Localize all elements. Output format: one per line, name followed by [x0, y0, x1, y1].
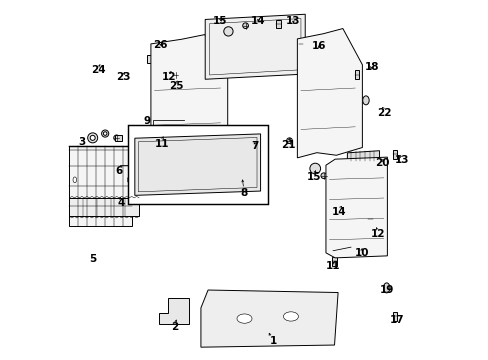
Text: 10: 10 — [354, 248, 368, 258]
Circle shape — [224, 27, 233, 36]
Polygon shape — [159, 298, 188, 324]
Bar — [332, 257, 336, 266]
Text: 12: 12 — [161, 72, 176, 82]
Circle shape — [90, 135, 95, 140]
Bar — [164, 133, 169, 141]
Text: 19: 19 — [380, 285, 394, 295]
Bar — [153, 55, 162, 63]
Ellipse shape — [383, 283, 389, 293]
Circle shape — [239, 167, 247, 176]
Text: 9: 9 — [143, 116, 151, 126]
Text: 21: 21 — [280, 140, 295, 150]
Ellipse shape — [237, 314, 251, 323]
Polygon shape — [201, 290, 337, 347]
Text: 1: 1 — [269, 336, 276, 346]
Bar — [249, 143, 253, 152]
Circle shape — [242, 23, 248, 28]
Text: 14: 14 — [331, 207, 346, 217]
Polygon shape — [162, 75, 182, 90]
Circle shape — [309, 163, 320, 174]
Ellipse shape — [127, 201, 131, 207]
Circle shape — [87, 133, 98, 143]
Ellipse shape — [127, 177, 131, 183]
Bar — [392, 312, 397, 321]
Bar — [354, 70, 358, 79]
Polygon shape — [346, 151, 379, 161]
Bar — [276, 19, 280, 28]
Text: 14: 14 — [250, 16, 265, 26]
Text: 12: 12 — [370, 229, 384, 239]
Polygon shape — [135, 134, 260, 195]
Ellipse shape — [73, 201, 77, 207]
Circle shape — [103, 132, 107, 135]
Ellipse shape — [283, 312, 298, 321]
Circle shape — [320, 173, 326, 179]
Text: 17: 17 — [389, 315, 404, 325]
Text: 15: 15 — [306, 172, 321, 182]
Text: 7: 7 — [251, 141, 258, 151]
Bar — [367, 214, 372, 223]
Text: 18: 18 — [365, 63, 379, 72]
Bar — [115, 135, 122, 141]
Text: 24: 24 — [91, 65, 106, 75]
Polygon shape — [205, 14, 305, 79]
Bar — [127, 125, 267, 204]
Ellipse shape — [362, 96, 368, 105]
Text: 5: 5 — [89, 253, 96, 264]
Circle shape — [114, 135, 119, 141]
Bar — [392, 150, 397, 158]
Text: 20: 20 — [374, 158, 388, 168]
Text: 13: 13 — [285, 16, 299, 26]
Polygon shape — [151, 35, 227, 151]
Circle shape — [286, 138, 292, 144]
Bar — [146, 55, 155, 63]
Text: 15: 15 — [212, 16, 227, 26]
Text: 4: 4 — [117, 198, 125, 208]
Text: 2: 2 — [171, 322, 178, 332]
Text: 16: 16 — [312, 41, 326, 51]
Ellipse shape — [73, 177, 77, 183]
Text: 6: 6 — [116, 166, 123, 176]
Text: 11: 11 — [154, 139, 168, 149]
Polygon shape — [297, 28, 362, 158]
Circle shape — [102, 130, 108, 137]
Text: 3: 3 — [78, 138, 85, 148]
Bar — [298, 39, 303, 48]
Text: 26: 26 — [153, 40, 167, 50]
Text: 25: 25 — [168, 81, 183, 91]
Bar — [69, 198, 139, 216]
Text: 8: 8 — [240, 188, 247, 198]
Text: 23: 23 — [116, 72, 131, 82]
Text: 22: 22 — [377, 108, 391, 118]
Text: 11: 11 — [325, 261, 340, 271]
Polygon shape — [325, 157, 386, 258]
Circle shape — [172, 72, 178, 78]
Bar — [69, 146, 132, 226]
Text: 13: 13 — [394, 156, 408, 165]
